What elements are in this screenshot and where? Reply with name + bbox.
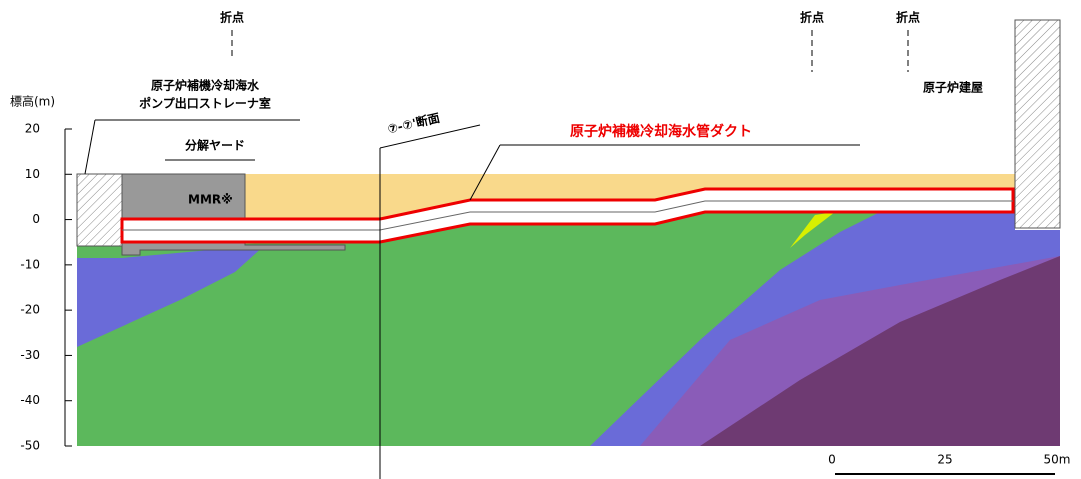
room-leader <box>84 119 96 175</box>
duct-leader <box>469 144 501 201</box>
reactor-building <box>1014 19 1061 229</box>
y-tick-label: 10 <box>25 167 40 181</box>
y-tick-label: -50 <box>20 439 40 453</box>
y-tick-label: 0 <box>32 212 40 226</box>
break-label: 折点 <box>800 10 824 25</box>
geology <box>77 174 1060 446</box>
scale-label: 25 <box>937 453 952 467</box>
break-label: 折点 <box>220 10 244 25</box>
label: 分解ヤード <box>185 138 245 153</box>
label: 原子炉補機冷却海水 <box>151 78 260 93</box>
layer-yellow <box>790 212 835 248</box>
label: MMR※ <box>188 193 233 207</box>
break-label: 折点 <box>896 10 920 25</box>
label: 原子炉補機冷却海水管ダクト <box>570 123 752 140</box>
layer-dark-purple <box>700 256 1060 446</box>
label: ポンプ出口ストレーナ室 <box>139 96 271 111</box>
y-tick-label: -40 <box>20 393 40 407</box>
label: ⑦-⑦'断面 <box>386 110 441 137</box>
duct-centerline <box>122 200 1013 231</box>
scale-label: 0 <box>828 453 836 467</box>
section-leader <box>379 124 481 149</box>
axis-label: 標高(m) <box>10 94 55 109</box>
y-tick-label: 20 <box>25 122 40 136</box>
y-tick-label: -30 <box>20 348 40 362</box>
label: 原子炉建屋 <box>923 80 983 95</box>
y-tick-label: -10 <box>20 257 40 271</box>
y-tick-label: -20 <box>20 303 40 317</box>
scale-label: 50m <box>1044 453 1071 467</box>
layer-blue-left <box>77 245 265 347</box>
strainer-room <box>76 173 123 247</box>
